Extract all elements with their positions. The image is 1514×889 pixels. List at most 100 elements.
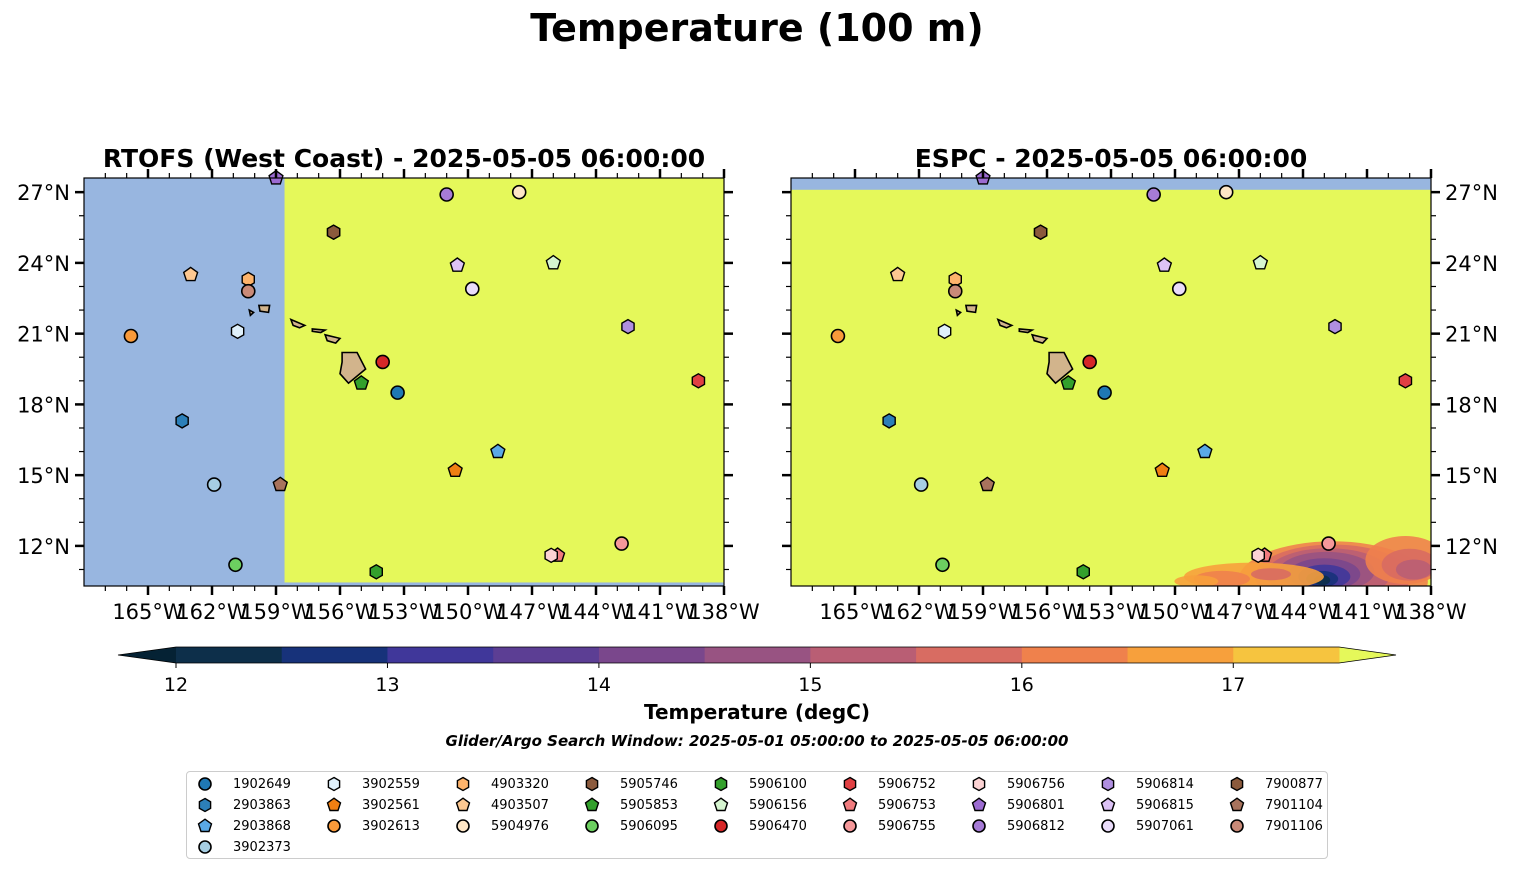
x-tick-label: 165°W [112, 600, 184, 624]
float-5907061 [1171, 281, 1187, 297]
colorbar-label: Temperature (degC) [644, 700, 870, 724]
legend-marker [843, 776, 857, 792]
x-tick-label: 159°W [947, 600, 1019, 624]
float-5904976 [1218, 184, 1234, 200]
float-1902649 [1097, 385, 1112, 400]
float-5906755 [614, 536, 629, 551]
legend-marker [198, 797, 212, 813]
circle-marker-icon [843, 819, 857, 833]
legend-label: 5904976 [491, 818, 549, 834]
colorbar-segment [1233, 647, 1340, 663]
colorbar-segment [281, 647, 388, 663]
legend-marker [971, 797, 987, 812]
legend-marker [1229, 797, 1245, 812]
colorbar-under-arrow [118, 647, 176, 663]
legend-label: 3902559 [362, 776, 420, 792]
circle-marker-icon [1230, 819, 1244, 833]
legend-item-5906801: 5906801 [969, 795, 1065, 815]
legend-item-5906812: 5906812 [969, 816, 1065, 836]
float-5906755 [1321, 536, 1336, 551]
legend-label: 2903868 [233, 818, 291, 834]
panel-title: RTOFS (West Coast) - 2025-05-05 06:00:00 [103, 144, 705, 173]
legend-item-5906756: 5906756 [969, 774, 1065, 794]
legend-marker [1101, 776, 1115, 792]
legend-label: 5906814 [1136, 776, 1194, 792]
float-7901104 [979, 476, 996, 492]
colorbar-segment [1021, 647, 1129, 663]
map-panel-2: ESPC - 2025-05-05 06:00:00 165°W162°W159°… [782, 144, 1498, 624]
y-tick-label: 12°N [17, 535, 70, 559]
no-data-strip [284, 582, 724, 586]
x-tick-label: 138°W [688, 600, 760, 624]
y-tick-label: 27°N [17, 181, 70, 205]
hexagon-marker-icon [456, 776, 470, 792]
legend-item-5906755: 5906755 [840, 816, 936, 836]
legend-item-3902613: 3902613 [324, 816, 420, 836]
legend-item-5906095: 5906095 [582, 816, 678, 836]
float-5906156 [1252, 254, 1269, 270]
island-6 [248, 308, 255, 317]
legend-marker [1230, 819, 1244, 833]
legend-label: 2903863 [233, 797, 291, 813]
colorbar-tick-label: 13 [375, 674, 399, 696]
float-5906812 [439, 187, 454, 202]
float-3902559 [937, 323, 952, 340]
legend-item-5905746: 5905746 [582, 774, 678, 794]
legend-item-5906815: 5906815 [1098, 795, 1194, 815]
float-2903868 [1197, 443, 1213, 459]
legend-label: 5906752 [878, 776, 936, 792]
legend-item-5906752: 5906752 [840, 774, 936, 794]
hexagon-marker-icon [585, 776, 599, 792]
colorbar-tick-label: 16 [1010, 674, 1034, 696]
float-7901106 [240, 283, 256, 299]
hexagon-marker-icon [843, 776, 857, 792]
y-tick-label: 24°N [17, 252, 70, 276]
legend-item-4903507: 4903507 [453, 795, 549, 815]
x-tick-label: 141°W [624, 600, 696, 624]
legend-label: 5906812 [1007, 818, 1065, 834]
legend-item-4903320: 4903320 [453, 774, 549, 794]
legend-marker [1100, 797, 1116, 812]
colorbar-tick-label: 12 [164, 674, 188, 696]
float-2903863 [882, 413, 896, 429]
legend-label: 3902373 [233, 839, 291, 855]
legend-marker [456, 819, 470, 833]
float-5906752 [691, 372, 706, 389]
x-tick-label: 147°W [1203, 600, 1275, 624]
x-tick-label: 147°W [496, 600, 568, 624]
legend-label: 5906156 [749, 797, 807, 813]
legend-label: 5906100 [749, 776, 807, 792]
legend-item-5905853: 5905853 [582, 795, 678, 815]
float-5906470 [375, 354, 390, 370]
colorbar-segment [704, 647, 811, 663]
pentagon-marker-icon [197, 818, 213, 833]
colorbar-tick-label: 17 [1221, 674, 1245, 696]
float-5906814 [621, 318, 635, 335]
panel-title: ESPC - 2025-05-05 06:00:00 [915, 144, 1308, 173]
search-window-caption: Glider/Argo Search Window: 2025-05-01 05… [446, 732, 1069, 750]
pentagon-marker-icon [1229, 797, 1245, 812]
float-2903863 [175, 413, 189, 429]
legend-item-5904976: 5904976 [453, 816, 549, 836]
float-7900877 [1033, 224, 1048, 241]
y-tick-label: 18°N [1445, 393, 1498, 417]
pentagon-marker-icon [713, 797, 729, 812]
legend-label: 5906753 [878, 797, 936, 813]
colorbar-segment [598, 647, 706, 663]
float-7901104 [272, 476, 289, 492]
x-tick-label: 153°W [368, 600, 440, 624]
float-2903868 [490, 443, 506, 459]
legend-label: 5906756 [1007, 776, 1065, 792]
legend-marker [713, 797, 729, 812]
colorbar-segment [387, 647, 494, 663]
colorbar: 12 13 14 15 16 17 Temperature (degC) Glider/Arg… [117, 646, 1397, 750]
float-5906756 [544, 547, 558, 564]
x-tick-label: 156°W [304, 600, 376, 624]
legend-item-5907061: 5907061 [1098, 816, 1194, 836]
figure-title: Temperature (100 m) [530, 6, 984, 50]
legend-label: 7901106 [1265, 818, 1323, 834]
x-tick-label: 150°W [1139, 600, 1211, 624]
float-5906095 [228, 557, 243, 573]
float-5904976 [511, 184, 527, 200]
